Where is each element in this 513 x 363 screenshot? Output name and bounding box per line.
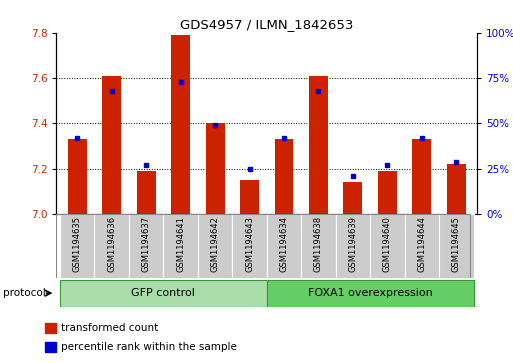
Text: GSM1194639: GSM1194639 [348,216,358,272]
Bar [171,35,190,214]
Text: GSM1194637: GSM1194637 [142,216,151,272]
Bar [129,214,163,278]
Text: GSM1194634: GSM1194634 [280,216,288,272]
Bar [102,76,121,214]
Bar [232,214,267,278]
Text: GSM1194644: GSM1194644 [418,216,426,272]
Bar [94,214,129,278]
Bar [68,139,87,214]
Text: protocol: protocol [3,288,45,298]
Bar [274,139,293,214]
Bar [344,183,363,214]
Bar [267,280,473,307]
Bar [447,164,466,214]
Bar [198,214,232,278]
Bar [60,214,94,278]
Bar [267,214,301,278]
Text: GFP control: GFP control [131,288,195,298]
Text: GSM1194641: GSM1194641 [176,216,185,272]
Bar [206,123,225,214]
Title: GDS4957 / ILMN_1842653: GDS4957 / ILMN_1842653 [180,19,353,32]
Text: GSM1194636: GSM1194636 [107,216,116,272]
Bar [45,323,56,333]
Text: transformed count: transformed count [61,323,158,333]
Bar [412,139,431,214]
Text: GSM1194635: GSM1194635 [73,216,82,272]
Bar [240,180,259,214]
Text: GSM1194640: GSM1194640 [383,216,392,272]
Bar [60,280,267,307]
Bar [301,214,336,278]
Bar [378,171,397,214]
Bar [370,214,405,278]
Bar [439,214,473,278]
Text: FOXA1 overexpression: FOXA1 overexpression [308,288,432,298]
Bar [136,171,155,214]
Bar [309,76,328,214]
Text: GSM1194638: GSM1194638 [314,216,323,272]
Text: percentile rank within the sample: percentile rank within the sample [61,342,236,352]
Text: GSM1194645: GSM1194645 [452,216,461,272]
Bar [336,214,370,278]
Text: GSM1194642: GSM1194642 [210,216,220,272]
Bar [45,342,56,352]
Bar [405,214,439,278]
Bar [163,214,198,278]
Text: GSM1194643: GSM1194643 [245,216,254,272]
